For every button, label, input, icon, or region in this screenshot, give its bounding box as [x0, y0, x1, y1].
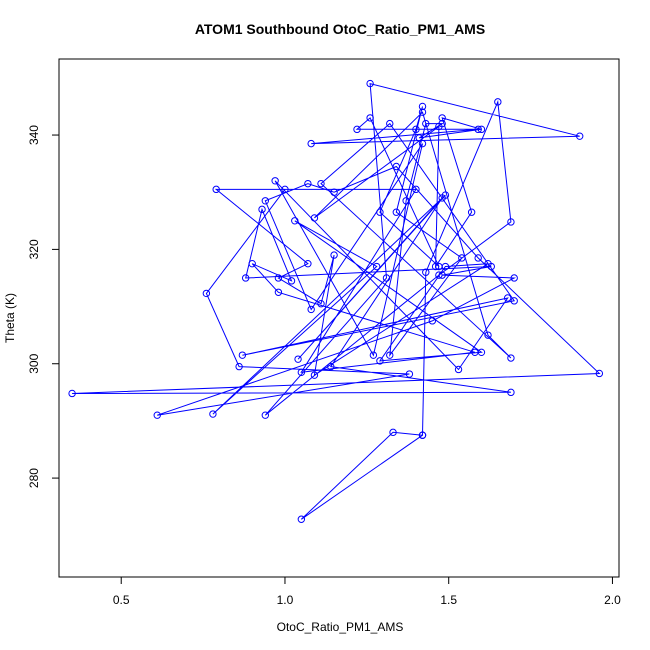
data-point [477, 125, 486, 134]
data-point [386, 119, 394, 128]
data-point [441, 262, 450, 271]
data-point [68, 389, 76, 398]
data-point [382, 274, 391, 282]
data-point [467, 208, 476, 216]
data-point [510, 274, 518, 282]
data-point [304, 179, 312, 188]
data-point [330, 188, 338, 196]
data-point [431, 262, 440, 271]
data-point [422, 119, 430, 128]
data-point [441, 191, 450, 199]
data-point [494, 98, 502, 106]
data-point [418, 108, 427, 116]
data-point [307, 139, 315, 148]
data-point [372, 262, 381, 271]
data-point [507, 354, 515, 362]
data-point [392, 208, 401, 216]
data-point [353, 125, 361, 134]
plot-frame [58, 58, 620, 578]
data-point [471, 348, 479, 357]
data-point [386, 351, 394, 359]
data-point [507, 388, 515, 397]
x-tick-label: 2.0 [604, 593, 621, 607]
data-point [389, 428, 397, 437]
data-point [310, 371, 319, 379]
x-axis-label: OtoC_Ratio_PM1_AMS [277, 620, 404, 634]
data-point [294, 355, 302, 363]
series-line [72, 82, 601, 520]
data-point [376, 208, 384, 216]
data-point [261, 197, 270, 205]
data-point [412, 125, 420, 134]
data-point [418, 139, 427, 148]
data-point [330, 251, 338, 259]
data-point [402, 197, 410, 205]
data-point [418, 102, 427, 111]
data-point [287, 277, 296, 285]
data-point [484, 331, 492, 339]
data-point [454, 365, 463, 374]
data-point [474, 254, 482, 262]
data-point [595, 369, 604, 378]
data-point [297, 368, 306, 377]
data-point [392, 162, 401, 171]
y-tick-label: 320 [27, 239, 41, 259]
data-point [310, 214, 319, 222]
data-point [327, 362, 335, 371]
data-point [241, 274, 250, 282]
data-point [209, 410, 217, 418]
data-point [307, 305, 315, 314]
data-point [405, 370, 414, 378]
data-point [376, 357, 384, 365]
data-point [510, 297, 518, 305]
data-point [435, 271, 443, 279]
data-point [281, 185, 289, 194]
x-tick-label: 0.5 [113, 593, 130, 607]
chart-title: ATOM1 Southbound OtoC_Ratio_PM1_AMS [195, 21, 485, 37]
data-point [428, 317, 437, 325]
data-point [438, 271, 446, 279]
data-point [248, 259, 256, 268]
data-point [317, 179, 325, 188]
data-point [304, 259, 312, 268]
data-point [297, 515, 306, 523]
data-point [487, 262, 495, 271]
data-point [438, 114, 446, 122]
y-axis-label: Theta (K) [3, 293, 17, 343]
data-point [474, 125, 482, 134]
x-tick-label: 1.0 [277, 593, 294, 607]
data-point [576, 132, 584, 140]
data-point [317, 300, 325, 308]
data-point [261, 411, 270, 419]
y-axis: 280 300 320 340 [27, 125, 60, 488]
data-point [418, 431, 427, 439]
data-point [435, 122, 443, 131]
data-point [274, 274, 283, 282]
data-point [366, 79, 374, 88]
data-point [458, 254, 466, 262]
data-point [238, 351, 247, 359]
data-point [258, 205, 266, 214]
data-point [153, 411, 161, 419]
data-point [507, 218, 515, 226]
data-point [291, 217, 299, 225]
data-point [274, 288, 283, 296]
data-point [366, 114, 374, 122]
data-point [415, 134, 423, 142]
y-tick-label: 280 [27, 468, 41, 488]
data-point [422, 268, 430, 276]
series-layer [68, 79, 604, 523]
y-tick-label: 340 [27, 125, 41, 145]
data-point [369, 351, 378, 359]
data-point [271, 177, 279, 185]
data-point [202, 289, 211, 298]
data-point [235, 362, 243, 371]
x-axis: 0.5 1.0 1.5 2.0 [113, 576, 621, 607]
data-point [503, 294, 512, 302]
y-tick-label: 300 [27, 353, 41, 373]
data-point [212, 185, 220, 194]
x-tick-label: 1.5 [440, 593, 457, 607]
data-point [412, 185, 420, 194]
